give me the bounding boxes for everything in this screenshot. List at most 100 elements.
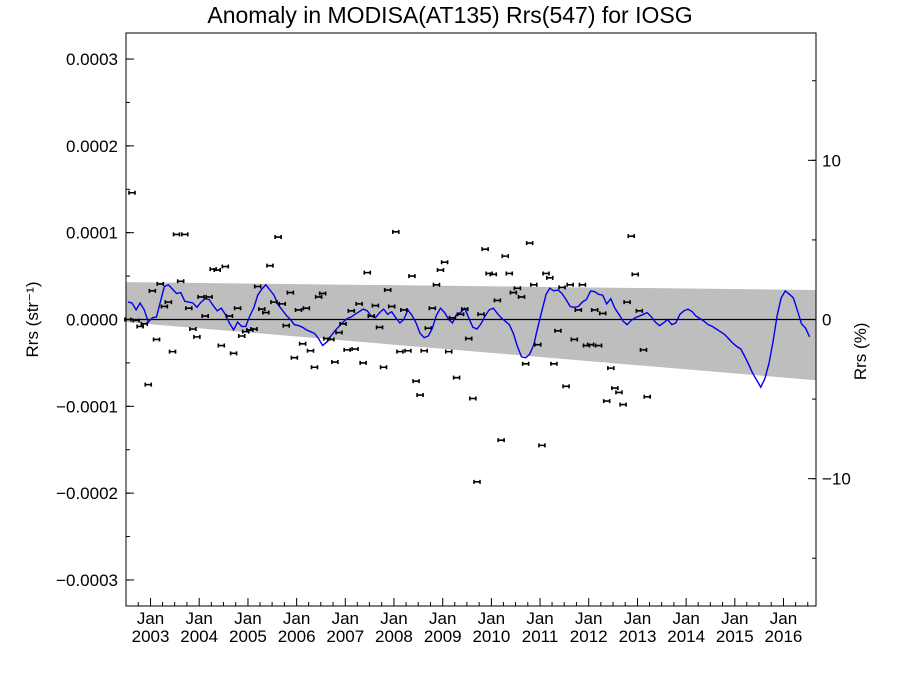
x-tick-label-month: Jan: [137, 609, 164, 628]
data-point: [266, 263, 274, 268]
x-tick-label-year: 2013: [619, 627, 657, 646]
data-point: [392, 229, 400, 234]
x-tick-label-month: Jan: [332, 609, 359, 628]
data-point: [367, 314, 376, 319]
x-tick-label-month: Jan: [234, 609, 261, 628]
data-point: [493, 298, 502, 303]
x-tick-label-month: Jan: [770, 609, 797, 628]
x-tick-label-year: 2008: [375, 627, 413, 646]
data-point: [590, 307, 599, 312]
data-point: [469, 396, 477, 401]
data-point: [233, 306, 242, 311]
data-point: [306, 348, 315, 353]
data-point: [452, 375, 461, 380]
data-point: [347, 308, 356, 313]
data-point: [180, 232, 189, 237]
x-tick-label-year: 2016: [765, 627, 803, 646]
data-point: [278, 301, 287, 306]
data-point: [274, 235, 282, 240]
data-point: [201, 314, 209, 319]
data-point: [258, 307, 266, 312]
data-point: [156, 281, 165, 286]
data-point: [509, 290, 518, 295]
data-point: [262, 310, 270, 315]
data-point: [160, 304, 169, 309]
data-point: [619, 402, 627, 407]
data-point: [578, 282, 587, 287]
data-point: [497, 438, 505, 443]
y-tick-label: 0.0003: [66, 50, 118, 69]
x-tick-label-month: Jan: [526, 609, 553, 628]
x-tick-label-month: Jan: [185, 609, 212, 628]
data-point: [270, 300, 278, 305]
data-point: [144, 382, 153, 387]
x-tick-label-month: Jan: [380, 609, 407, 628]
data-point: [529, 282, 538, 287]
data-point: [545, 275, 554, 280]
data-point: [217, 343, 226, 348]
data-point: [517, 294, 526, 299]
data-point: [294, 307, 303, 312]
data-point: [436, 268, 445, 273]
data-point: [408, 274, 416, 279]
x-tick-label-year: 2015: [716, 627, 754, 646]
data-point: [566, 282, 574, 287]
data-point: [542, 271, 550, 276]
data-point: [586, 342, 595, 347]
right-tick-label: −10: [822, 470, 851, 489]
data-point: [611, 386, 619, 391]
data-point: [533, 342, 542, 347]
data-point: [440, 260, 449, 265]
data-point: [148, 288, 157, 293]
data-point: [339, 321, 347, 326]
data-point: [318, 291, 327, 296]
data-point: [310, 365, 319, 370]
data-point: [501, 254, 510, 259]
y-tick-label: 0.0001: [66, 224, 118, 243]
data-point: [225, 314, 234, 319]
running-mean-line: [127, 283, 811, 389]
x-tick-label-year: 2012: [570, 627, 608, 646]
x-tick-label-month: Jan: [478, 609, 505, 628]
x-tick-label-year: 2007: [326, 627, 364, 646]
data-point: [424, 326, 433, 331]
data-point: [631, 272, 640, 277]
data-point: [538, 443, 546, 448]
data-point: [635, 308, 644, 313]
data-point: [286, 290, 295, 295]
data-point: [213, 268, 221, 273]
data-point: [448, 315, 457, 320]
data-point: [221, 264, 230, 269]
data-point: [176, 279, 185, 284]
data-point: [396, 349, 404, 354]
x-tick-label-year: 2010: [472, 627, 510, 646]
data-point: [335, 330, 343, 335]
data-point: [282, 323, 291, 328]
data-point: [432, 282, 441, 287]
data-point: [298, 341, 307, 346]
data-point: [343, 347, 351, 352]
data-point: [550, 361, 558, 366]
data-point: [562, 384, 570, 389]
data-point: [184, 306, 193, 311]
data-point: [250, 327, 258, 332]
x-tick-label-year: 2014: [667, 627, 705, 646]
x-tick-label-month: Jan: [672, 609, 699, 628]
data-point: [477, 312, 485, 317]
data-point: [359, 360, 367, 365]
y-tick-label: −0.0003: [56, 571, 118, 590]
data-point: [412, 379, 420, 384]
data-point: [489, 272, 498, 277]
x-tick-label-year: 2011: [522, 627, 559, 646]
data-point: [607, 366, 615, 371]
data-point: [302, 306, 311, 311]
x-tick-label-year: 2009: [424, 627, 462, 646]
data-point: [327, 337, 335, 342]
x-tick-label-month: Jan: [575, 609, 602, 628]
y-tick-label: −0.0002: [56, 484, 118, 503]
x-tick-label-year: 2006: [278, 627, 316, 646]
data-point: [140, 321, 149, 326]
data-point: [290, 355, 299, 360]
data-point: [253, 284, 262, 289]
